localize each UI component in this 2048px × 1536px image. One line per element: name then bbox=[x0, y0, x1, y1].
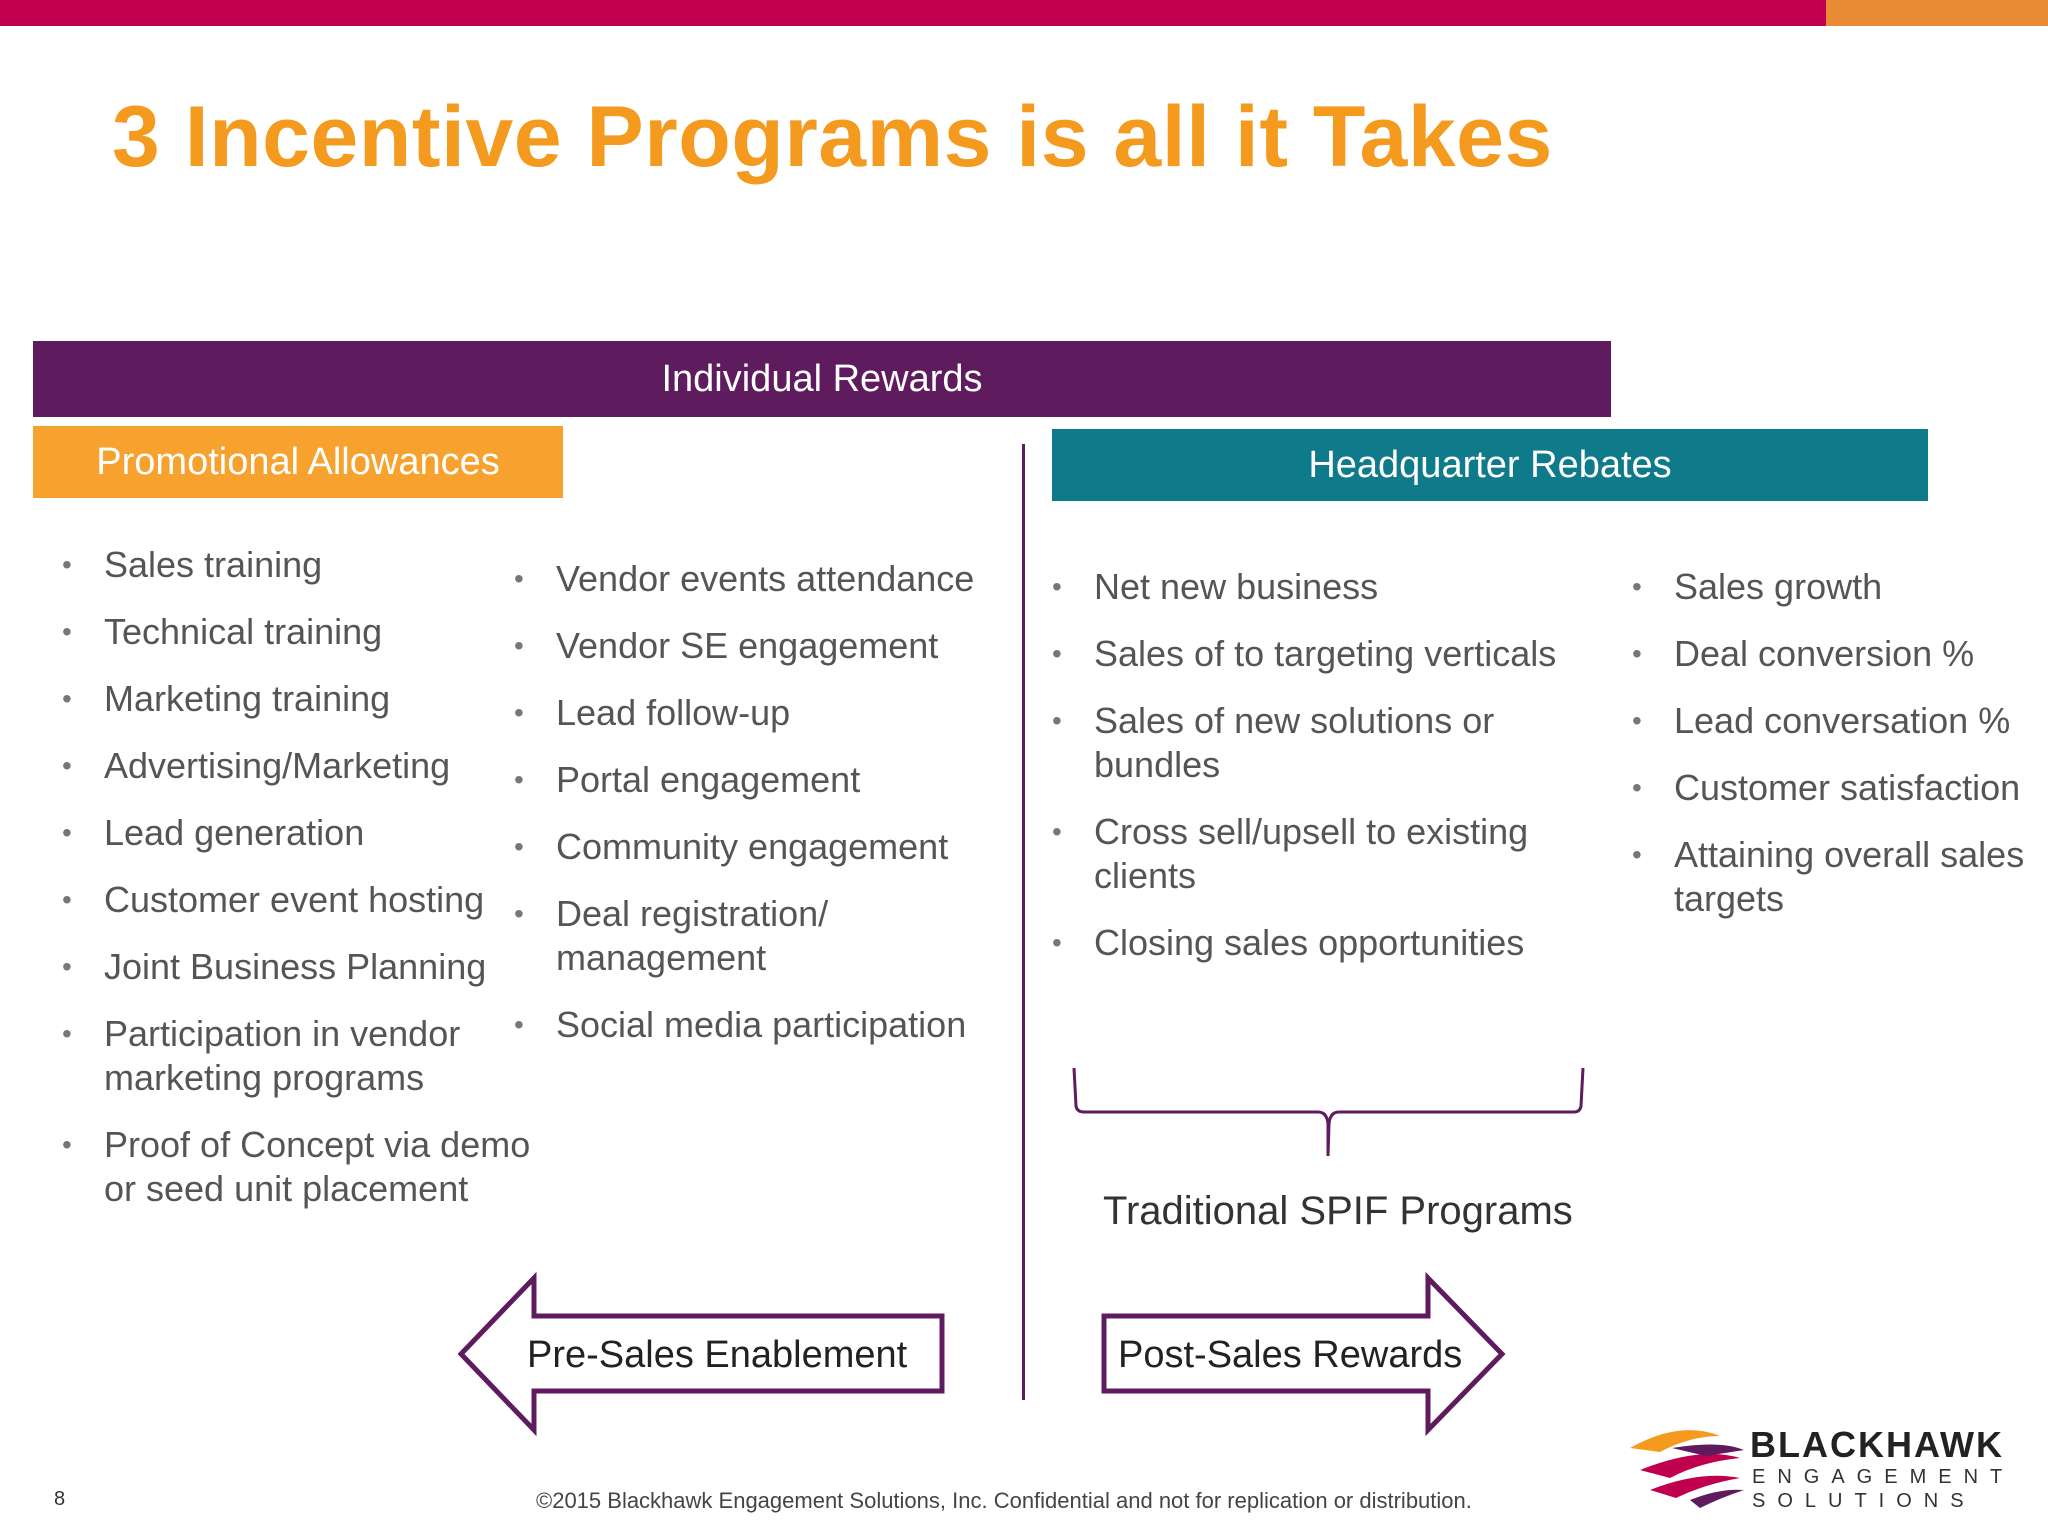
list-item: Participation in vendor marketing progra… bbox=[62, 1012, 562, 1100]
list-item: Sales of new solutions or bundles bbox=[1052, 699, 1592, 787]
list-item: Lead follow-up bbox=[514, 691, 1004, 735]
list-item: Net new business bbox=[1052, 565, 1592, 609]
list-item: Advertising/Marketing bbox=[62, 744, 562, 788]
promo-list-col1: Sales training Technical training Market… bbox=[62, 543, 562, 1234]
promo-list-col2: Vendor events attendance Vendor SE engag… bbox=[514, 557, 1004, 1070]
list-item: Technical training bbox=[62, 610, 562, 654]
top-accent-bar-orange bbox=[1826, 0, 2048, 26]
headquarter-rebates-header: Headquarter Rebates bbox=[1052, 429, 1928, 501]
list-item: Customer event hosting bbox=[62, 878, 562, 922]
list-item: Deal registration/ management bbox=[514, 892, 1004, 980]
logo-wordmark: BLACKHAWK bbox=[1750, 1424, 2004, 1465]
hq-list-col2: Sales growth Deal conversion % Lead conv… bbox=[1632, 565, 2048, 944]
list-item: Marketing training bbox=[62, 677, 562, 721]
center-divider bbox=[1022, 444, 1025, 1400]
list-item: Sales of to targeting verticals bbox=[1052, 632, 1592, 676]
list-item: Portal engagement bbox=[514, 758, 1004, 802]
list-item: Community engagement bbox=[514, 825, 1004, 869]
post-sales-arrow bbox=[1101, 1271, 1506, 1437]
list-item: Vendor SE engagement bbox=[514, 624, 1004, 668]
list-item: Customer satisfaction bbox=[1632, 766, 2048, 810]
top-accent-bar bbox=[0, 0, 1826, 26]
list-item: Lead conversation % bbox=[1632, 699, 2048, 743]
copyright-footer: ©2015 Blackhawk Engagement Solutions, In… bbox=[536, 1488, 1472, 1513]
individual-rewards-banner: Individual Rewards bbox=[33, 341, 1611, 417]
list-item: Vendor events attendance bbox=[514, 557, 1004, 601]
list-item: Closing sales opportunities bbox=[1052, 921, 1592, 965]
list-item: Lead generation bbox=[62, 811, 562, 855]
headquarter-rebates-label: Headquarter Rebates bbox=[1308, 443, 1672, 486]
page-number: 8 bbox=[54, 1488, 66, 1510]
logo-subline-1: ENGAGEMENT bbox=[1752, 1466, 2015, 1488]
list-item: Sales growth bbox=[1632, 565, 2048, 609]
spif-programs-label: Traditional SPIF Programs bbox=[1103, 1189, 1573, 1233]
promotional-allowances-header: Promotional Allowances bbox=[33, 426, 563, 498]
spif-brace bbox=[1072, 1067, 1585, 1157]
list-item: Social media participation bbox=[514, 1003, 1004, 1047]
logo-subline-2: SOLUTIONS bbox=[1752, 1490, 1976, 1512]
list-item: Proof of Concept via demo or seed unit p… bbox=[62, 1123, 562, 1211]
individual-rewards-label: Individual Rewards bbox=[661, 357, 983, 400]
list-item: Sales training bbox=[62, 543, 562, 587]
post-sales-label: Post-Sales Rewards bbox=[1118, 1334, 1463, 1376]
list-item: Deal conversion % bbox=[1632, 632, 2048, 676]
hq-list-col1: Net new business Sales of to targeting v… bbox=[1052, 565, 1592, 988]
pre-sales-arrow bbox=[457, 1271, 945, 1437]
list-item: Attaining overall sales targets bbox=[1632, 833, 2048, 921]
pre-sales-label: Pre-Sales Enablement bbox=[527, 1334, 908, 1376]
list-item: Cross sell/upsell to existing clients bbox=[1052, 810, 1592, 898]
blackhawk-swoosh-icon bbox=[1630, 1430, 1744, 1508]
list-item: Joint Business Planning bbox=[62, 945, 562, 989]
slide-title: 3 Incentive Programs is all it Takes bbox=[112, 89, 1553, 185]
promotional-allowances-label: Promotional Allowances bbox=[96, 440, 500, 483]
